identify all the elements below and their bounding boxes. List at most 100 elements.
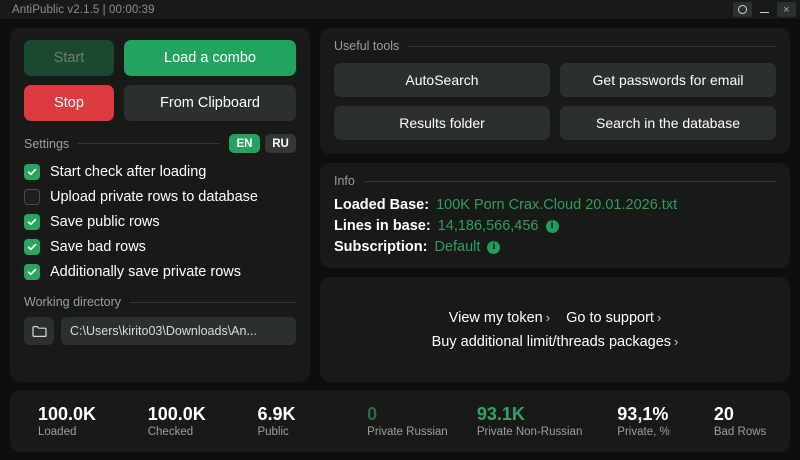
links-row-secondary: Buy additional limit/threads packages › [334,334,776,350]
working-directory-field: C:\Users\kirito03\Downloads\An... [24,317,296,345]
useful-tools-panel: Useful tools AutoSearch Get passwords fo… [320,28,790,154]
checkbox-save-bad-rows[interactable]: Save bad rows [24,239,296,255]
camera-icon[interactable] [733,2,752,17]
stop-button[interactable]: Stop [24,85,114,121]
from-clipboard-button[interactable]: From Clipboard [124,85,296,121]
main-columns: Start Load a combo Stop From Clipboard S… [10,28,790,382]
info-title: Info [334,174,355,188]
info-row-loaded-base: Loaded Base: 100K Porn Crax.Cloud 20.01.… [334,197,776,213]
stat-private-non-russian: 93.1K Private Non-Russian [455,405,595,438]
working-directory-divider [130,301,296,303]
settings-checkbox-list: Start check after loading Upload private… [24,164,296,280]
close-icon[interactable]: × [777,2,796,17]
info-value: Default [434,239,481,255]
left-column: Start Load a combo Stop From Clipboard S… [10,28,310,382]
folder-icon[interactable] [24,317,54,345]
checkbox-label: Upload private rows to database [50,189,258,205]
stats-bar: 100.0K Loaded 100.0K Checked 6.9K Public… [10,390,790,452]
info-label: Lines in base: [334,218,431,234]
get-passwords-for-email-button[interactable]: Get passwords for email [560,63,776,97]
stat-label: Public [257,425,289,438]
language-ru-button[interactable]: RU [265,134,296,153]
stat-value: 20 [713,403,734,424]
stat-private-percent: 93,1% Private, % [595,405,692,438]
settings-section-header: Settings EN RU [24,134,296,153]
buy-additional-packages-link[interactable]: Buy additional limit/threads packages › [432,334,679,350]
checkbox-additionally-save-private-rows[interactable]: Additionally save private rows [24,264,296,280]
stat-value: 100.0K [38,403,97,424]
links-panel: View my token › Go to support › Buy additi… [320,277,790,382]
stat-checked: 100.0K Checked [126,405,236,438]
chevron-right-icon: › [674,333,679,349]
info-circle-icon[interactable]: i [545,219,559,233]
info-circle-icon[interactable]: i [487,240,501,254]
checkbox-label: Start check after loading [50,164,207,180]
working-directory-title: Working directory [24,295,122,309]
stat-value: 6.9K [257,403,296,424]
stat-label: Checked [147,425,194,438]
info-section-header: Info [334,174,776,188]
link-text: Buy additional limit/threads packages [431,333,672,350]
checkmark-icon [24,239,40,255]
checkmark-icon [24,214,40,230]
stat-public: 6.9K Public [235,405,345,438]
checkbox-start-check-after-loading[interactable]: Start check after loading [24,164,296,180]
minimize-bar-icon [760,11,769,14]
titlebar: AntiPublic v2.1.5 | 00:00:39 × [0,0,800,20]
checkbox-label: Save public rows [50,214,160,230]
action-buttons: Start Load a combo Stop From Clipboard [24,40,296,121]
checkmark-icon [24,164,40,180]
window-controls: × [733,0,796,19]
working-directory-path[interactable]: C:\Users\kirito03\Downloads\An... [61,317,296,345]
stat-label: Private, % [617,425,670,438]
stat-value: 93,1% [617,403,669,424]
stat-private-russian: 0 Private Russian [345,405,455,438]
stat-bad-rows: 20 Bad Rows [692,405,784,438]
camera-ring-icon [738,5,747,14]
load-combo-button[interactable]: Load a combo [124,40,296,76]
link-text: View my token [448,309,543,326]
stat-value: 93.1K [476,403,525,424]
working-directory-header: Working directory [24,295,296,309]
info-row-subscription: Subscription: Default i [334,239,776,255]
chevron-right-icon: › [545,309,551,325]
search-in-the-database-button[interactable]: Search in the database [560,106,776,140]
stat-label: Loaded [38,425,77,438]
stat-value: 0 [367,403,378,424]
empty-checkbox-icon [24,189,40,205]
checkbox-save-public-rows[interactable]: Save public rows [24,214,296,230]
tools-section-header: Useful tools [334,39,776,53]
chevron-right-icon: › [656,309,662,325]
results-folder-button[interactable]: Results folder [334,106,550,140]
right-column: Useful tools AutoSearch Get passwords fo… [320,28,790,382]
tools-divider [408,45,776,47]
info-panel: Info Loaded Base: 100K Porn Crax.Cloud 2… [320,163,790,268]
info-value: 100K Porn Crax.Cloud 20.01.2026.txt [436,197,678,213]
checkbox-label: Additionally save private rows [50,264,242,280]
settings-divider [78,143,220,144]
language-en-button[interactable]: EN [229,134,260,153]
info-value: 14,186,566,456 [437,218,539,234]
view-my-token-link[interactable]: View my token › [449,310,550,326]
tool-button-grid: AutoSearch Get passwords for email Resul… [334,63,776,140]
checkbox-label: Save bad rows [50,239,146,255]
info-rows: Loaded Base: 100K Porn Crax.Cloud 20.01.… [334,197,776,255]
link-text: Go to support [566,309,654,326]
links-row-primary: View my token › Go to support › [334,310,776,326]
info-label: Subscription: [334,239,428,255]
info-row-lines-in-base: Lines in base: 14,186,566,456 i [334,218,776,234]
stat-value: 100.0K [147,403,206,424]
controls-panel: Start Load a combo Stop From Clipboard S… [10,28,310,382]
autosearch-button[interactable]: AutoSearch [334,63,550,97]
go-to-support-link[interactable]: Go to support › [566,310,661,326]
info-label: Loaded Base: [334,197,430,213]
info-divider [363,180,776,182]
minimize-icon[interactable] [754,1,775,19]
checkbox-upload-private-rows[interactable]: Upload private rows to database [24,189,296,205]
stat-label: Bad Rows [713,425,767,438]
stat-label: Private Russian [367,425,448,438]
stat-label: Private Non-Russian [476,425,583,438]
start-button[interactable]: Start [24,40,114,76]
window-title: AntiPublic v2.1.5 | 00:00:39 [12,3,155,16]
